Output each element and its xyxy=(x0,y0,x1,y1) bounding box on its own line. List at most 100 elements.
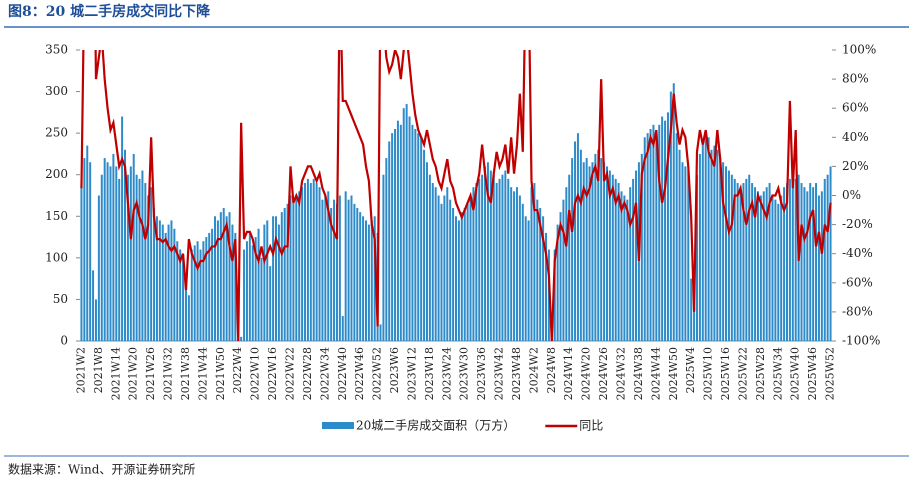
bar xyxy=(594,153,597,341)
bar xyxy=(399,124,402,341)
bar xyxy=(803,187,806,341)
bar xyxy=(716,149,719,341)
bar xyxy=(420,137,423,341)
x-tick-label: 2022W52 xyxy=(371,347,384,400)
y-tick-label: 50 xyxy=(53,292,68,306)
x-tick-label: 2021W26 xyxy=(144,347,157,400)
bar xyxy=(812,187,815,341)
x-tick-label: 2024W2 xyxy=(527,347,540,393)
bar xyxy=(155,216,158,341)
bar xyxy=(440,203,443,341)
bar xyxy=(446,187,449,341)
bar xyxy=(341,316,344,341)
bar xyxy=(664,120,667,341)
bar xyxy=(283,207,286,341)
bar xyxy=(501,174,504,341)
bar xyxy=(347,199,350,341)
bar xyxy=(411,124,414,341)
bar xyxy=(774,199,777,341)
bar xyxy=(214,216,217,341)
y-tick-label: 350 xyxy=(45,43,68,57)
bar xyxy=(800,183,803,341)
bar xyxy=(576,133,579,341)
bar xyxy=(733,178,736,341)
bar xyxy=(756,191,759,341)
bar xyxy=(318,187,321,341)
line xyxy=(80,50,832,341)
bar xyxy=(513,191,516,341)
bar xyxy=(771,195,774,341)
x-tick-label: 2022W34 xyxy=(318,347,331,400)
bar xyxy=(579,149,582,341)
bar xyxy=(710,149,713,341)
bar xyxy=(295,195,298,341)
bar xyxy=(83,158,86,341)
bar xyxy=(788,178,791,341)
x-tick-label: 2021W2 xyxy=(74,347,87,393)
bar xyxy=(574,141,577,341)
bar xyxy=(248,232,251,341)
bar xyxy=(94,299,97,341)
bar xyxy=(199,249,202,341)
bar xyxy=(417,133,420,341)
bar xyxy=(228,212,231,341)
bar xyxy=(196,241,199,341)
bar xyxy=(231,224,234,341)
x-tick-label: 2023W36 xyxy=(475,347,488,400)
bar xyxy=(486,162,489,341)
x-tick-label: 2021W14 xyxy=(109,347,122,400)
bar xyxy=(428,174,431,341)
bar xyxy=(484,166,487,341)
bar xyxy=(530,187,533,341)
x-tick-label: 2025W46 xyxy=(806,347,819,400)
bar xyxy=(777,203,780,341)
bar xyxy=(452,207,455,341)
x-tick-label: 2025W10 xyxy=(702,347,715,400)
bar xyxy=(533,183,536,341)
y2-tick-label: 20% xyxy=(842,159,869,173)
y-tick-label: 250 xyxy=(45,126,68,140)
y2-tick-label: 80% xyxy=(842,72,869,86)
bar xyxy=(423,149,426,341)
x-tick-label: 2025W4 xyxy=(684,347,697,393)
x-tick-label: 2024W20 xyxy=(580,347,593,400)
bar xyxy=(785,183,788,341)
bar xyxy=(765,187,768,341)
bar xyxy=(635,170,638,341)
bar xyxy=(205,237,208,341)
bar xyxy=(103,158,106,341)
bar xyxy=(370,220,373,341)
bar xyxy=(298,191,301,341)
y-tick-label: 200 xyxy=(45,167,68,181)
bar xyxy=(312,178,315,341)
bar xyxy=(109,166,112,341)
bar xyxy=(153,207,156,341)
bar xyxy=(138,178,141,341)
bar xyxy=(388,141,391,341)
bar xyxy=(794,178,797,341)
bar xyxy=(306,178,309,341)
bar xyxy=(719,158,722,341)
y-tick-label: 150 xyxy=(45,209,68,223)
bar xyxy=(475,183,478,341)
bar xyxy=(394,128,397,341)
legend-swatch xyxy=(322,422,354,429)
x-tick-label: 2025W34 xyxy=(771,347,784,400)
bar xyxy=(260,257,263,341)
bar xyxy=(629,187,632,341)
bar xyxy=(536,199,539,341)
source: 数据来源：Wind、开源证券研究所 xyxy=(8,462,195,477)
bar xyxy=(190,249,193,341)
bar xyxy=(690,278,693,341)
bar xyxy=(701,141,704,341)
legend-label: 同比 xyxy=(579,419,603,433)
bar xyxy=(661,116,664,341)
legend-label: 20城二手房成交面积（万方） xyxy=(356,418,515,433)
bar xyxy=(449,199,452,341)
bar xyxy=(510,187,513,341)
bar xyxy=(219,212,222,341)
y2-tick-label: -20% xyxy=(842,217,873,231)
bar xyxy=(582,162,585,341)
bar xyxy=(640,153,643,341)
bar xyxy=(216,220,219,341)
